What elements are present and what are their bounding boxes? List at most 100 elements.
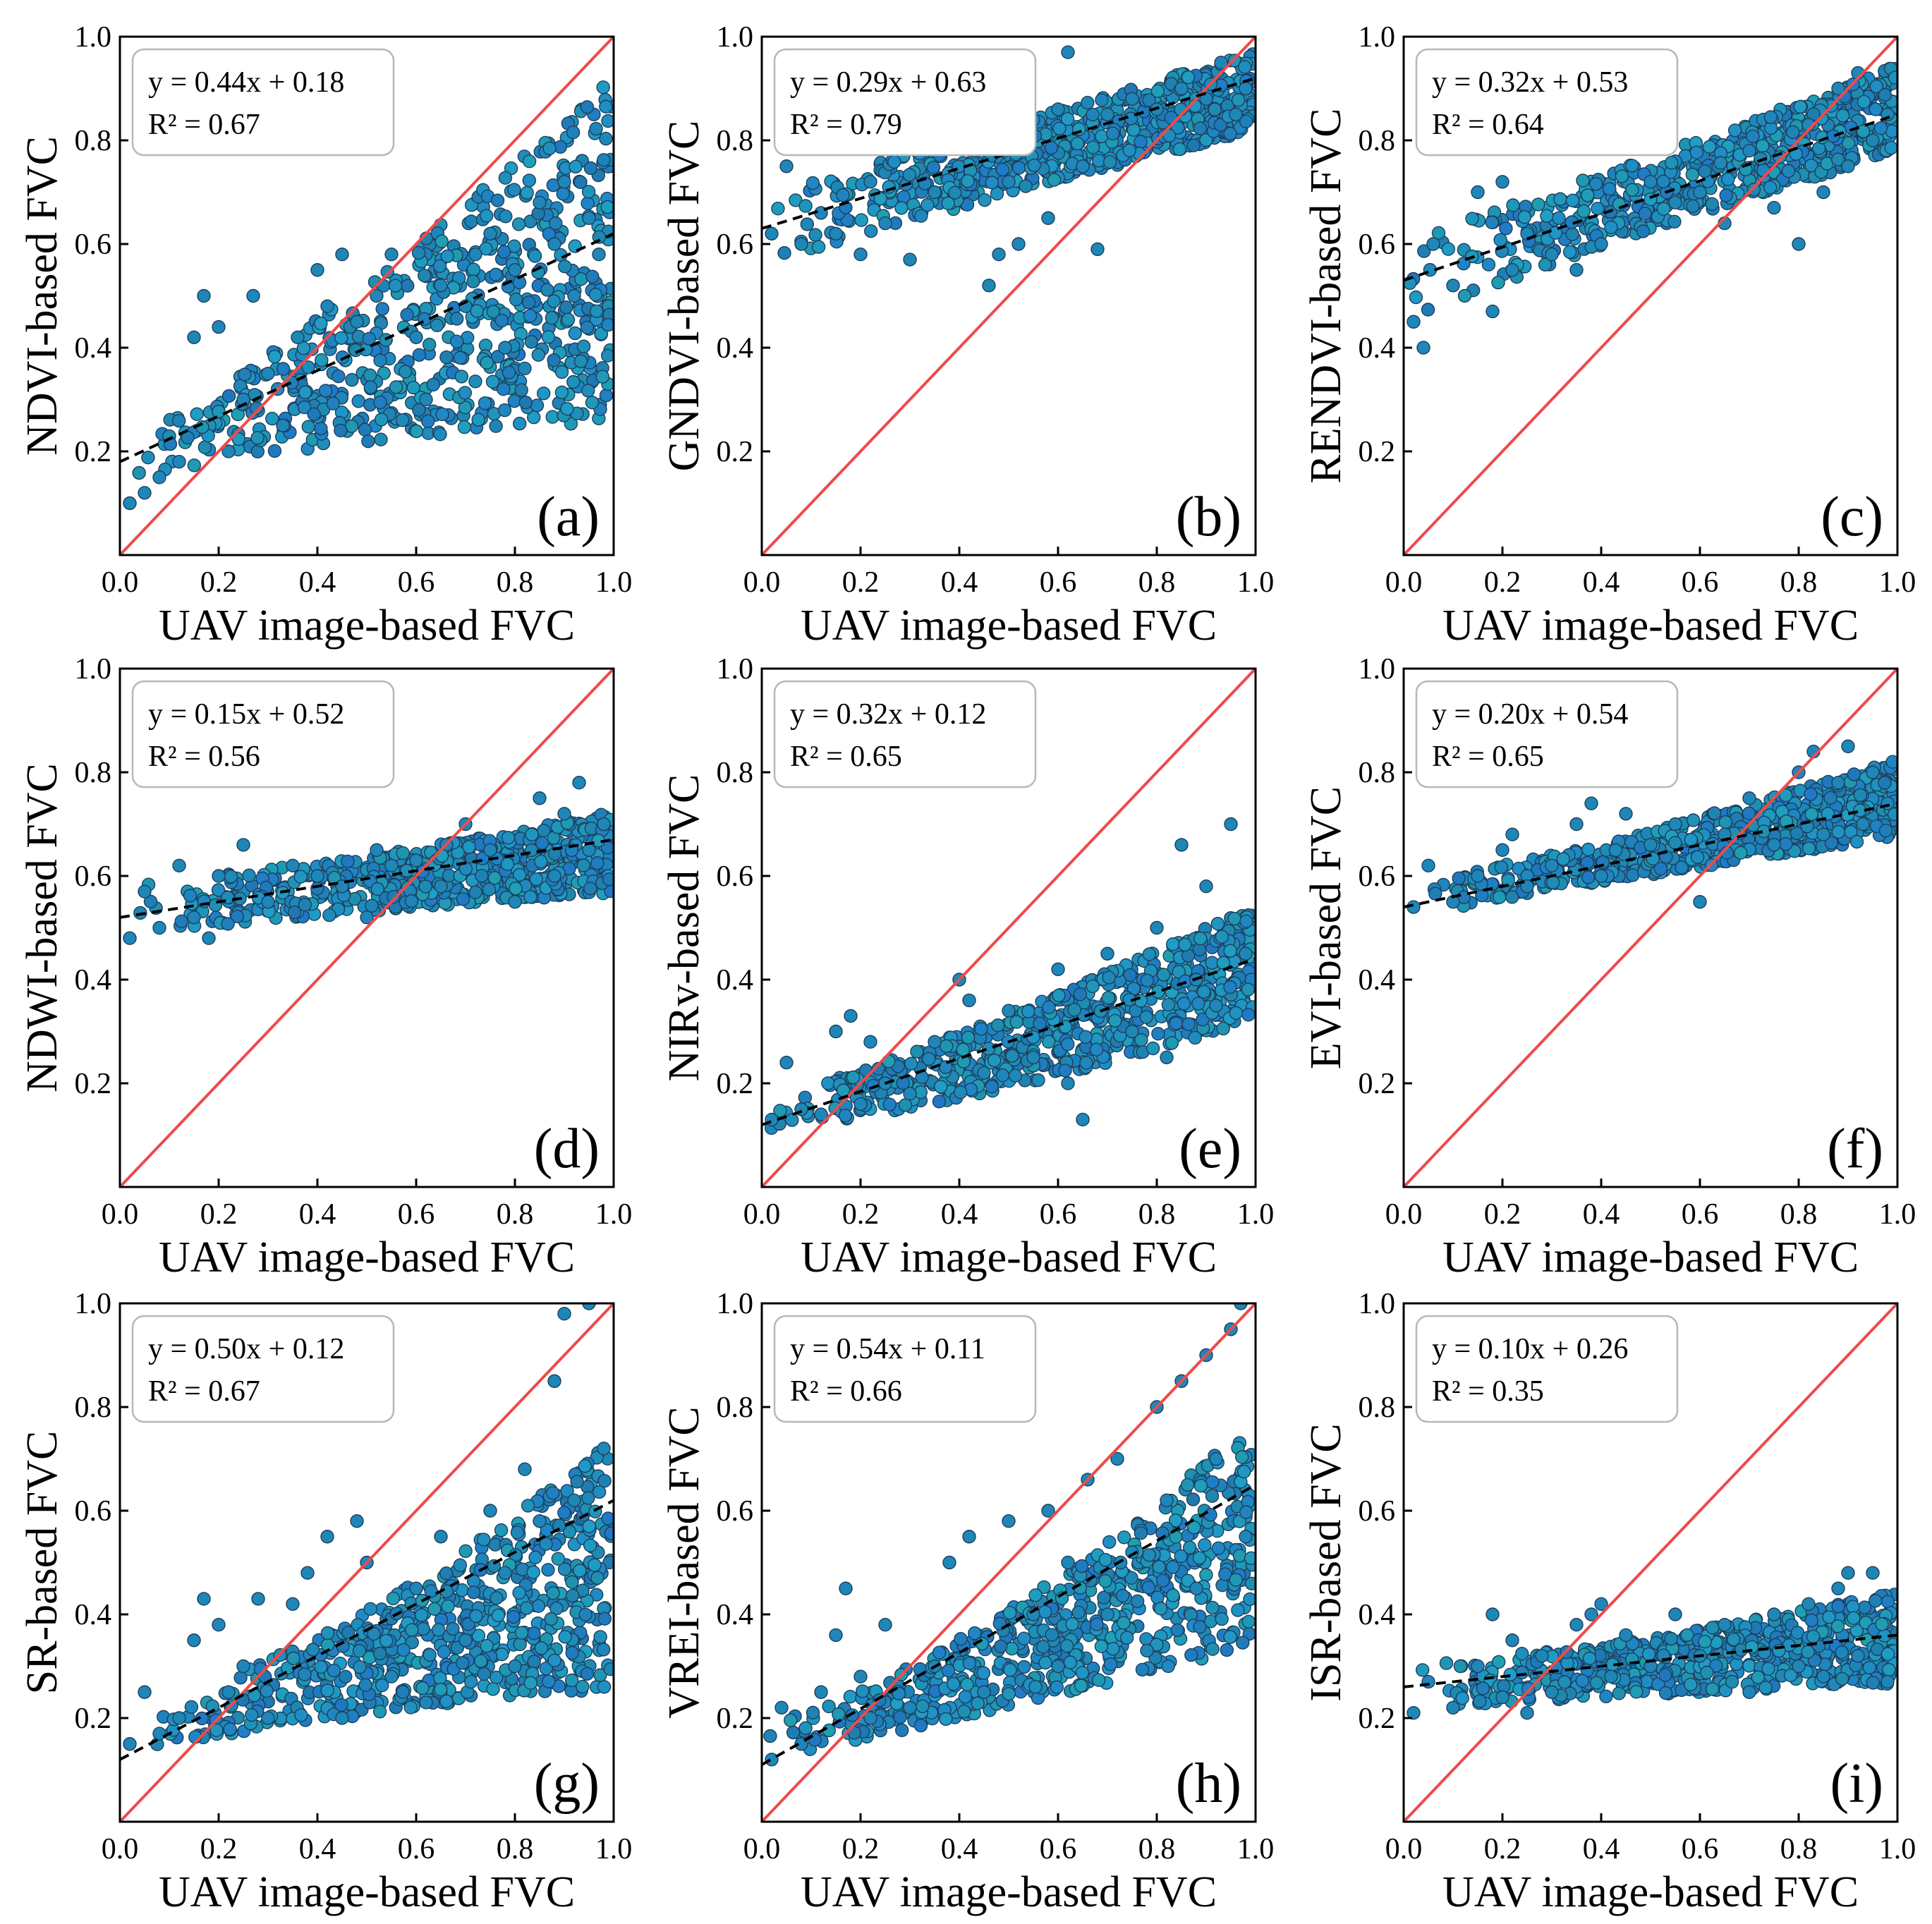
data-point [380,264,394,279]
data-point [1668,195,1682,209]
data-point [335,248,349,262]
data-point [1591,202,1605,216]
data-point [520,185,534,200]
x-tick-label: 0.8 [497,566,534,599]
data-point [123,1737,137,1751]
data-point [1161,997,1176,1012]
data-point [583,882,597,896]
data-point [480,209,494,223]
data-point [490,193,505,207]
data-point [1174,81,1189,96]
data-point [1790,826,1804,841]
data-point [384,1669,399,1684]
data-point [1847,767,1861,781]
data-point [1241,982,1256,997]
data-point [1156,968,1171,982]
data-point [863,224,878,238]
x-tick-label: 0.2 [1484,566,1521,599]
data-point [1160,1050,1174,1064]
data-point [1684,833,1699,847]
data-point [1644,838,1658,852]
data-point [794,237,808,251]
data-point [593,1630,607,1644]
data-point [573,1564,587,1578]
data-point [1471,185,1485,200]
data-point [854,213,868,227]
data-point [1804,807,1819,822]
data-point [298,897,312,912]
data-point [547,1374,561,1388]
data-point [557,175,571,189]
data-point [1227,911,1241,926]
data-point [320,1684,334,1698]
data-point [987,1053,1002,1068]
data-point [1831,824,1846,839]
data-point [1494,860,1509,875]
x-axis-label: UAV image-based FVC [801,1234,1217,1281]
x-tick-label: 1.0 [1879,1198,1916,1231]
data-point [561,312,576,327]
data-point [1505,263,1519,277]
data-point [1602,182,1617,196]
data-point [878,216,892,231]
data-point [522,154,537,169]
data-point [1668,817,1682,832]
data-point [372,1646,387,1661]
data-point [871,1061,885,1076]
data-point [1491,275,1505,290]
data-point [152,1727,166,1741]
x-tick-label: 0.4 [1583,1198,1620,1231]
data-point [1885,755,1897,769]
data-point [261,367,275,381]
data-point [582,1519,596,1533]
data-point [1686,199,1700,213]
data-point [1873,121,1888,135]
x-tick-label: 0.0 [1385,1198,1423,1231]
y-tick-label: 0.2 [75,1703,112,1735]
data-point [566,375,581,389]
data-point [1481,257,1496,272]
data-point [601,114,614,128]
point-cloud [1427,755,1897,913]
data-point [514,383,528,397]
axes-frame [119,35,615,556]
data-point [315,353,329,367]
data-point [518,395,533,410]
data-point [1869,79,1883,94]
x-axis-label: UAV image-based FVC [159,602,575,650]
data-point [560,401,574,416]
data-point [446,1621,460,1636]
data-point [320,1530,334,1544]
data-point [1125,1024,1139,1039]
data-point [1804,158,1818,173]
data-point [470,304,484,318]
data-point [507,183,521,197]
data-point [419,392,433,407]
data-point [582,211,596,225]
data-point [267,444,282,458]
data-point [276,362,291,376]
data-point [1756,139,1770,153]
y-tick-label: 1.0 [1359,653,1396,686]
data-point [873,192,887,206]
data-point [1690,850,1705,865]
x-tick-label: 0.2 [842,1198,880,1231]
data-point [1142,947,1157,961]
data-point [939,1060,953,1074]
data-point [172,1711,186,1725]
data-point [300,1566,315,1580]
data-point [486,1682,500,1696]
data-point [318,384,333,398]
data-point [1664,155,1679,170]
data-point [576,339,591,353]
data-point [1421,303,1435,317]
data-point [138,486,152,500]
data-point [1594,237,1608,251]
data-point [526,1565,540,1579]
data-point [528,249,542,263]
data-point [1151,985,1165,999]
data-point [314,421,328,436]
data-point [187,330,201,344]
data-point [1100,107,1114,121]
data-point [497,245,511,259]
